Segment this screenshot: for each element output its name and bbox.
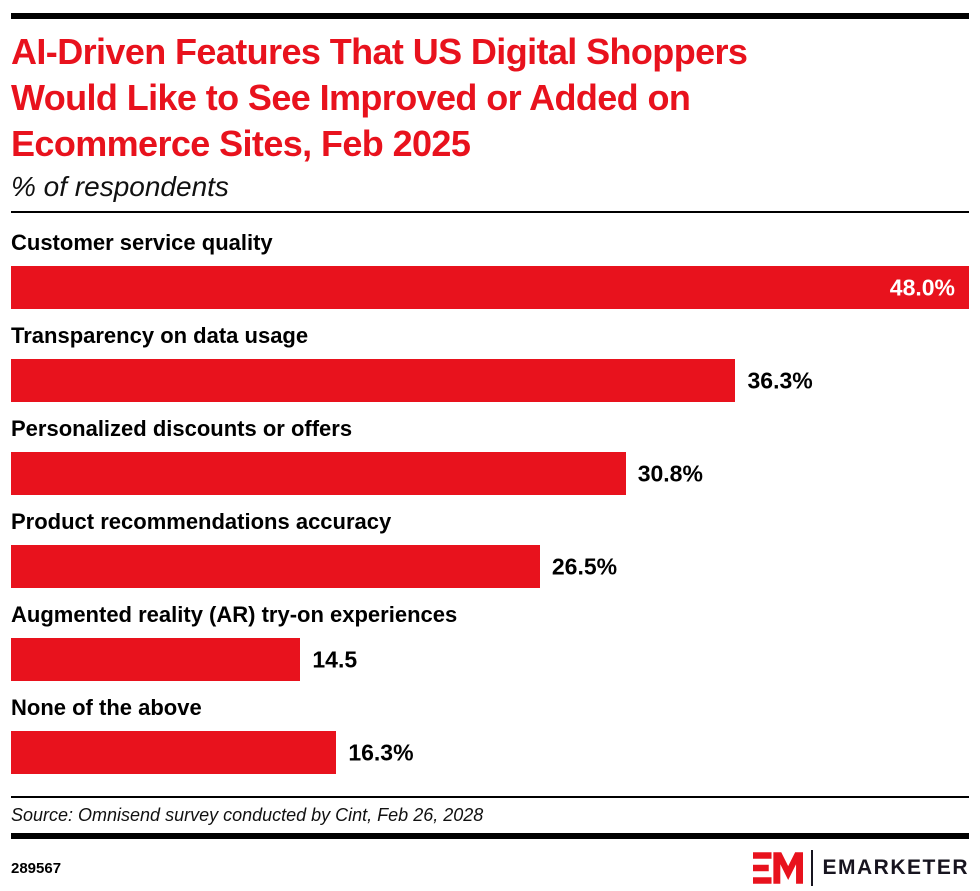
chart-number: 289567 xyxy=(11,859,62,877)
chart-title-line-1: AI-Driven Features That US Digital Shopp… xyxy=(11,31,748,72)
source-note: Source: Omnisend survey conducted by Cin… xyxy=(11,805,484,825)
chart-subtitle: % of respondents xyxy=(11,171,229,202)
header-divider xyxy=(11,211,969,213)
bar-row: Customer service quality 48.0% xyxy=(11,230,969,309)
bar-row: Transparency on data usage 36.3% xyxy=(11,323,969,402)
category-label: None of the above xyxy=(11,695,202,720)
category-label: Personalized discounts or offers xyxy=(11,416,353,441)
footer-top-divider xyxy=(11,796,969,798)
category-label: Transparency on data usage xyxy=(11,323,309,348)
value-label: 16.3% xyxy=(348,739,414,765)
category-label: Product recommendations accuracy xyxy=(11,509,392,534)
value-label: 36.3% xyxy=(747,367,813,393)
footer-bottom-row: 289567 EMARKETER xyxy=(11,850,969,886)
chart-title-line-2: Would Like to See Improved or Added on xyxy=(11,77,691,118)
chart-title-line-3: Ecommerce Sites, Feb 2025 xyxy=(11,123,471,164)
bar: 48.0% xyxy=(11,266,969,309)
emarketer-logo: EMARKETER xyxy=(753,850,969,886)
footer: Source: Omnisend survey conducted by Cin… xyxy=(11,796,969,886)
value-label: 30.8% xyxy=(637,460,703,486)
bar-row: Augmented reality (AR) try-on experience… xyxy=(11,602,969,681)
bar: 16.3% xyxy=(11,731,414,774)
bar-row: Product recommendations accuracy 26.5% xyxy=(11,509,969,588)
category-label: Customer service quality xyxy=(11,230,273,255)
bar-track: 16.3% xyxy=(11,731,969,774)
value-label: 48.0% xyxy=(889,274,955,300)
category-label: Augmented reality (AR) try-on experience… xyxy=(11,602,458,627)
bar: 26.5% xyxy=(11,545,617,588)
bar-row: None of the above 16.3% xyxy=(11,695,969,774)
value-label: 14.5 xyxy=(312,646,358,672)
chart-title: AI-Driven Features That US Digital Shopp… xyxy=(11,29,969,167)
emarketer-em-icon xyxy=(753,852,804,884)
bar-track: 26.5% xyxy=(11,545,969,588)
top-rule xyxy=(11,13,969,19)
bar: 36.3% xyxy=(11,359,813,402)
bar-track: 14.5 xyxy=(11,638,969,681)
bar: 30.8% xyxy=(11,452,703,495)
bar-track: 30.8% xyxy=(11,452,969,495)
bar: 14.5 xyxy=(11,638,357,681)
footer-thick-rule xyxy=(11,833,969,839)
bar-track: 48.0% xyxy=(11,266,969,309)
bar-row: Personalized discounts or offers 30.8% xyxy=(11,416,969,495)
bar-track: 36.3% xyxy=(11,359,969,402)
value-label: 26.5% xyxy=(551,553,618,579)
logo-divider xyxy=(811,850,814,886)
emarketer-wordmark: EMARKETER xyxy=(822,856,969,879)
bar-chart: Customer service quality 48.0% Transpare… xyxy=(11,230,969,774)
